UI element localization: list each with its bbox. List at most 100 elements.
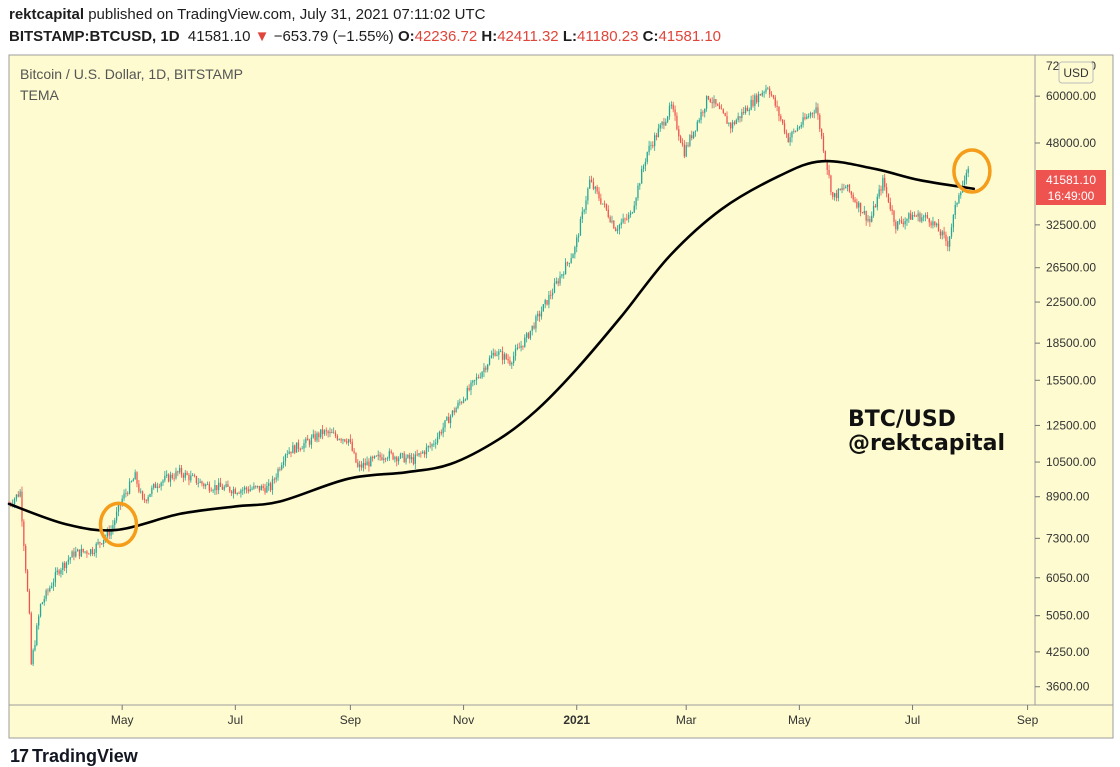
- candle-body: [754, 95, 756, 106]
- candle-body: [323, 430, 326, 435]
- y-tick-label: 12500.00: [1046, 418, 1096, 432]
- candle-body: [449, 415, 452, 424]
- candle-body: [286, 453, 288, 455]
- candle-body: [281, 464, 283, 470]
- candle-body: [845, 187, 847, 189]
- candle-body: [115, 511, 118, 521]
- candle-body: [84, 551, 86, 553]
- candle-body: [782, 119, 784, 124]
- candle-body: [856, 201, 858, 208]
- candle-body: [479, 377, 481, 378]
- candle-body: [370, 457, 372, 467]
- candle-body: [75, 551, 77, 557]
- candle-body: [225, 484, 227, 487]
- candle-body: [835, 193, 838, 199]
- open-value: 42236.72: [414, 28, 478, 45]
- candle-body: [923, 216, 925, 218]
- candle-body: [488, 358, 491, 365]
- candle-body: [498, 351, 500, 355]
- candle-body: [837, 188, 839, 199]
- candle-body: [655, 135, 658, 138]
- candle-body: [347, 439, 350, 443]
- candle-body: [542, 304, 544, 312]
- candle-body: [622, 218, 624, 223]
- candle-body: [871, 215, 873, 222]
- candle-body: [453, 410, 455, 413]
- candle-body: [394, 457, 396, 460]
- candle-body: [815, 107, 817, 113]
- candle-body: [832, 192, 834, 197]
- candle-body: [897, 221, 899, 230]
- candle-body: [954, 204, 956, 215]
- candle-body: [691, 135, 693, 139]
- candle-body: [843, 187, 845, 189]
- candle-body: [167, 474, 170, 482]
- candle-body: [65, 561, 68, 568]
- candle-body: [193, 475, 196, 477]
- candle-body: [809, 113, 812, 116]
- candle-body: [188, 474, 190, 481]
- currency-button[interactable]: USD: [1058, 61, 1094, 84]
- last-price-tag-value: 41581.10: [1046, 173, 1096, 187]
- candle-body: [485, 367, 487, 370]
- candle-body: [136, 472, 138, 484]
- candle-body: [642, 166, 645, 170]
- candle-body: [648, 145, 650, 153]
- candle-body: [97, 542, 99, 544]
- candle-body: [238, 493, 240, 494]
- candle-body: [108, 530, 110, 536]
- candle-body: [397, 458, 400, 462]
- candle-body: [483, 367, 485, 373]
- candle-body: [932, 221, 934, 226]
- tradingview-logo[interactable]: 17 TradingView: [10, 746, 138, 767]
- candle-body: [264, 488, 266, 493]
- candle-body: [117, 504, 120, 512]
- candle-body: [921, 217, 923, 222]
- candle-body: [529, 330, 531, 339]
- candle-body: [316, 433, 318, 441]
- candle-body: [221, 486, 224, 490]
- candle-body: [34, 644, 36, 651]
- candle-body: [600, 198, 602, 204]
- candle-body: [180, 467, 183, 475]
- tradingview-brand: TradingView: [32, 746, 138, 766]
- candle-body: [368, 461, 370, 467]
- candle-body: [615, 228, 617, 232]
- candle-body: [440, 431, 442, 434]
- candle-body: [320, 429, 322, 438]
- candle-body: [390, 451, 392, 453]
- candle-body: [516, 347, 519, 350]
- candle-body: [49, 587, 51, 592]
- candle-body: [140, 491, 142, 493]
- candle-body: [305, 438, 307, 444]
- candle-body: [164, 475, 166, 481]
- candle-body: [811, 113, 814, 114]
- candle-body: [490, 355, 493, 359]
- candle-body: [230, 491, 233, 494]
- y-tick-label: 3600.00: [1046, 680, 1090, 694]
- candle-body: [698, 120, 700, 122]
- candle-body: [887, 193, 890, 203]
- candle-body: [99, 542, 101, 544]
- candle-body: [500, 351, 502, 353]
- candle-body: [433, 443, 435, 445]
- y-tick-label: 15500.00: [1046, 373, 1096, 387]
- candle-body: [173, 477, 175, 479]
- candle-body: [110, 529, 112, 536]
- candle-body: [71, 551, 73, 558]
- candle-body: [744, 107, 747, 113]
- author-name[interactable]: rektcapital: [9, 6, 85, 23]
- candle-body: [926, 215, 929, 219]
- x-tick-label: May: [788, 713, 811, 727]
- candle-body: [371, 457, 374, 459]
- y-tick-label: 22500.00: [1046, 295, 1096, 309]
- candle-body: [717, 104, 719, 106]
- candle-body: [783, 123, 786, 133]
- candle-body: [234, 489, 237, 494]
- candle-body: [15, 494, 18, 499]
- candle-body: [297, 442, 300, 449]
- candle-body: [965, 172, 968, 181]
- candle-body: [299, 448, 301, 450]
- candle-body: [333, 432, 335, 434]
